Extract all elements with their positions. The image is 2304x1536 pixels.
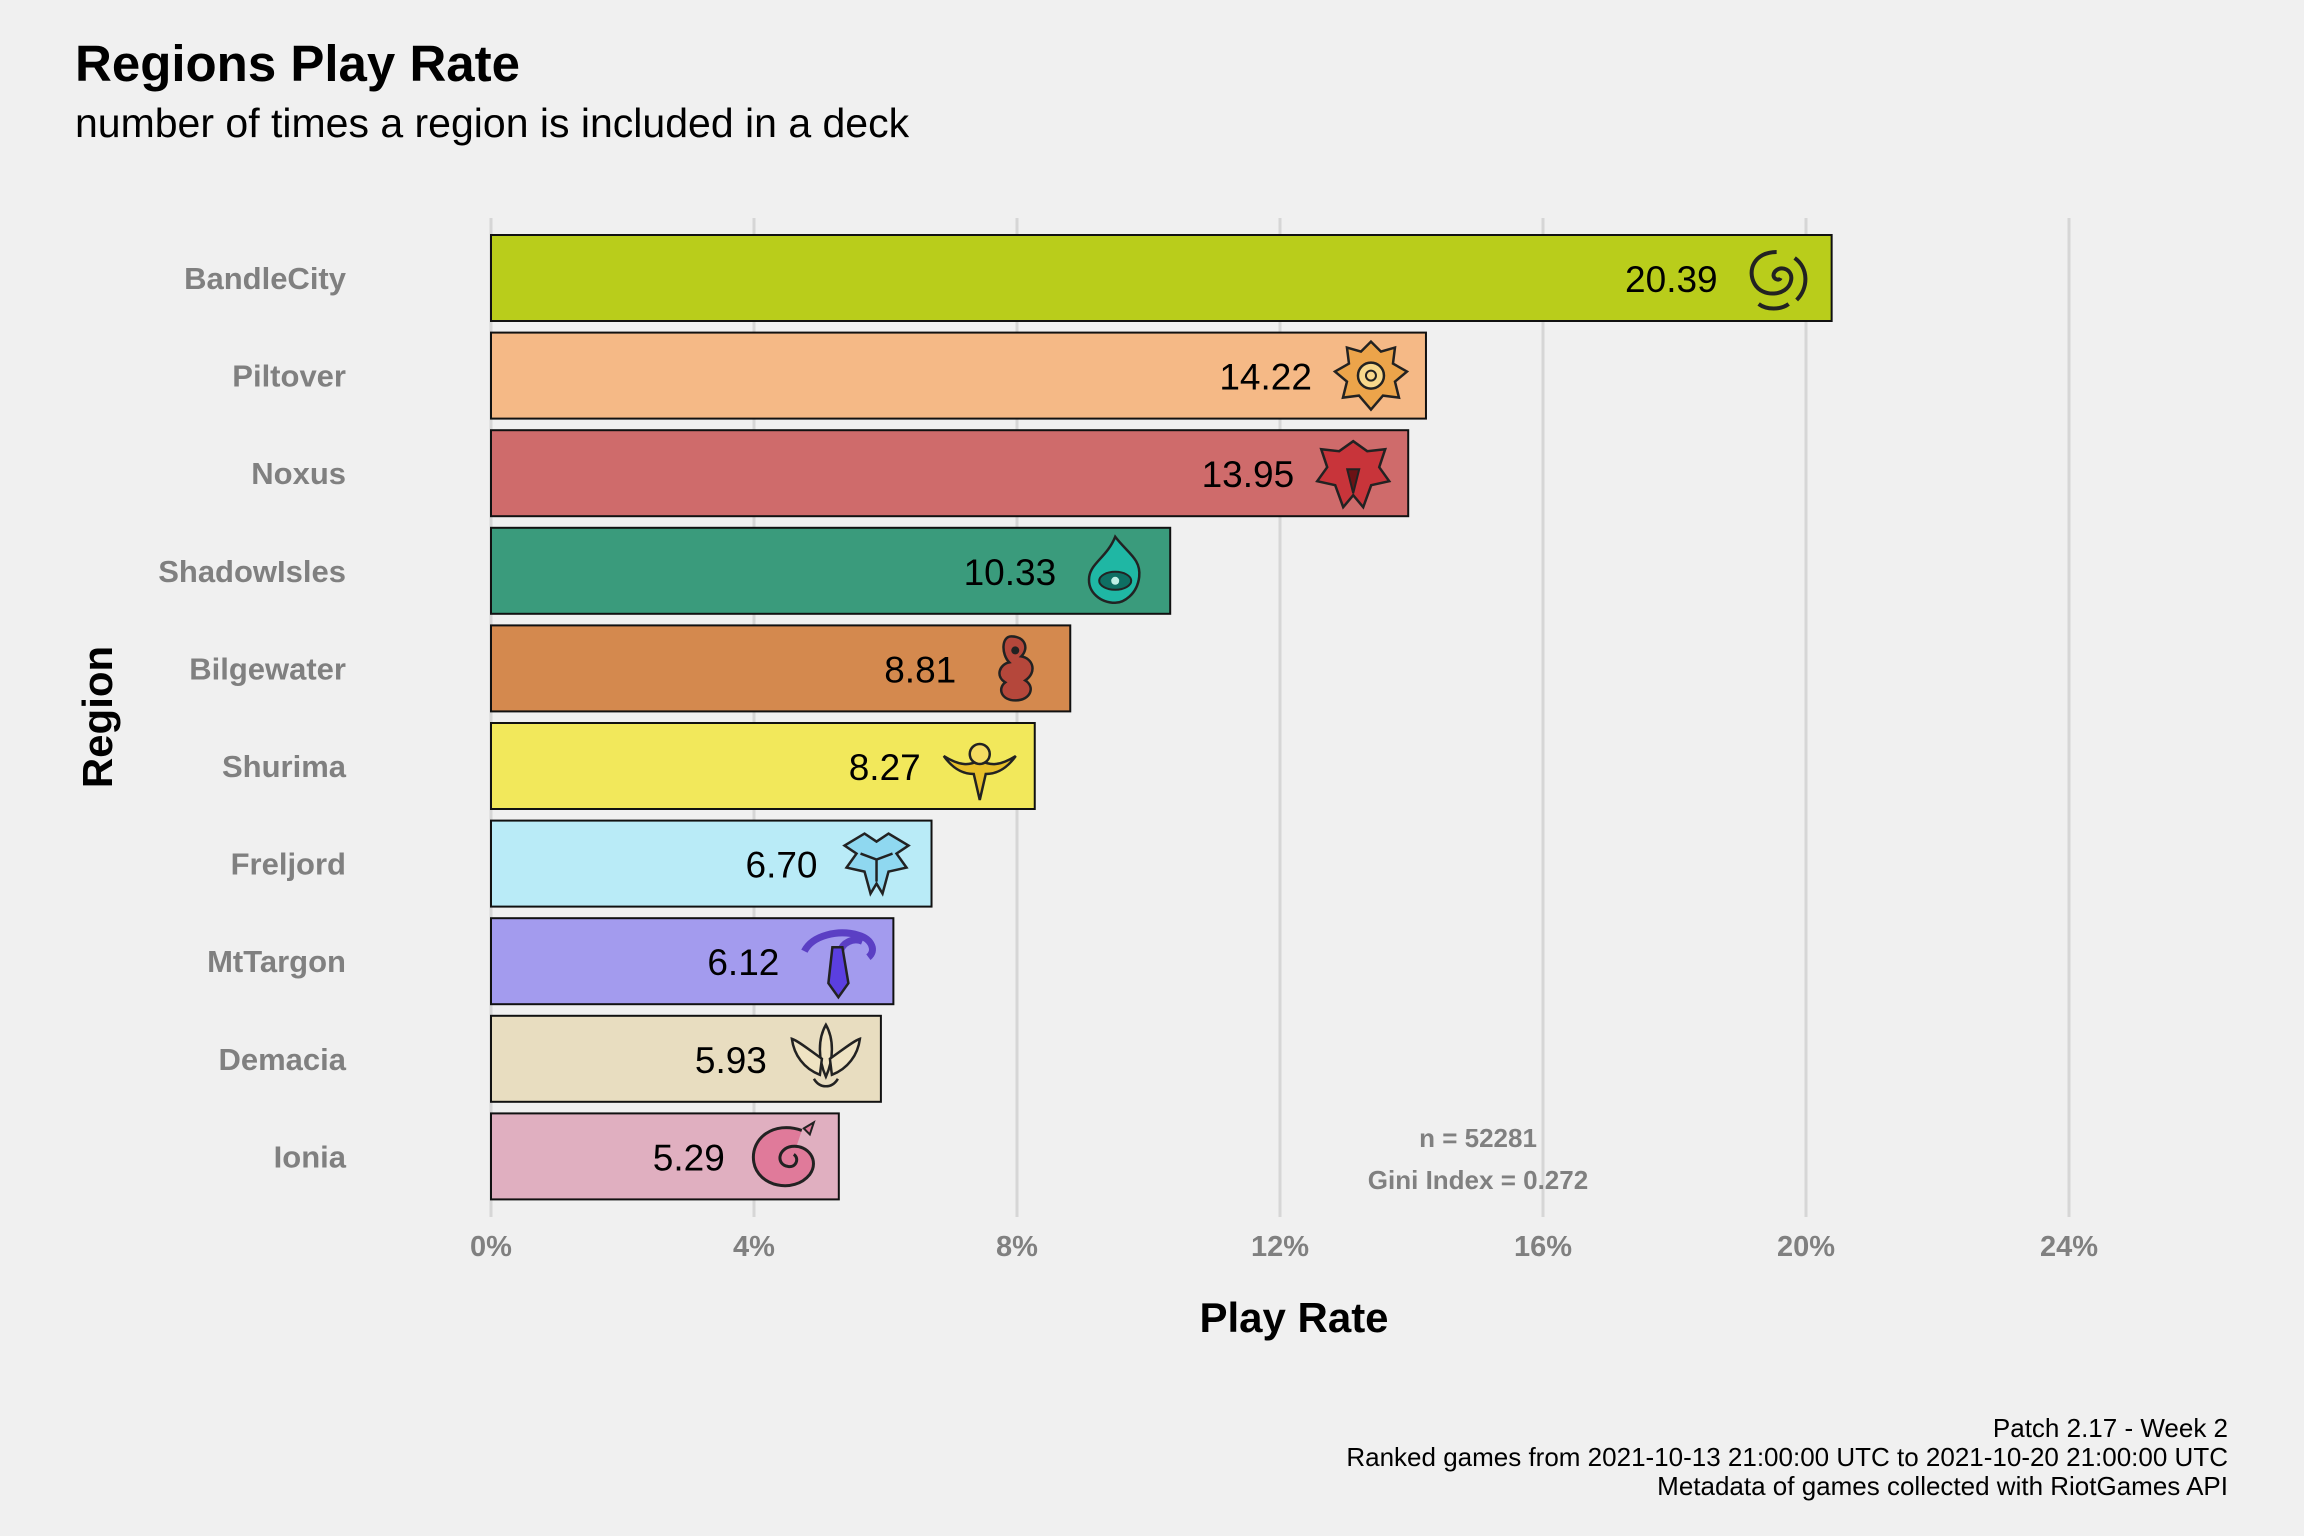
bar — [490, 234, 1833, 322]
category-label: Freljord — [231, 847, 346, 882]
x-tick-label: 16% — [1514, 1231, 1572, 1263]
bar-group: 14.22 — [490, 331, 1427, 420]
x-tick-label: 20% — [1777, 1231, 1835, 1263]
noxus-icon — [1315, 439, 1392, 510]
bar-value-label: 8.27 — [849, 747, 921, 788]
bar-group: 13.95 — [490, 429, 1410, 518]
bar-value-label: 10.33 — [964, 552, 1057, 593]
bilgewater-icon — [998, 635, 1034, 702]
x-tick-label: 0% — [470, 1231, 512, 1263]
caption-patch: Patch 2.17 - Week 2 — [1992, 1413, 2228, 1443]
category-label: MtTargon — [207, 944, 346, 979]
mttargon-icon — [801, 929, 876, 1000]
bar-group: 5.93 — [490, 1014, 882, 1103]
chart-subtitle: number of times a region is included in … — [75, 100, 910, 146]
category-label: Ionia — [274, 1139, 347, 1174]
bandlecity-icon — [1749, 250, 1808, 311]
bar-group: 8.81 — [490, 624, 1072, 713]
x-tick-label: 24% — [2040, 1231, 2098, 1263]
category-label: ShadowIsles — [158, 554, 346, 589]
demacia-icon — [790, 1022, 862, 1088]
chart-caption: Patch 2.17 - Week 2 Ranked games from 20… — [1346, 1414, 2228, 1501]
gini-index-annotation: Gini Index = 0.272 — [1368, 1165, 1588, 1195]
x-tick-label: 12% — [1251, 1231, 1309, 1263]
bar-value-label: 8.81 — [884, 649, 956, 690]
sample-size-annotation: n = 52281 — [1419, 1123, 1537, 1153]
ionia-icon — [751, 1120, 816, 1188]
bars: 20.39 14.22 13.95 10.33 8.81 8.27 6.70 6.12 5.93… — [490, 234, 1833, 1201]
category-label: Piltover — [232, 359, 346, 394]
category-label: Shurima — [222, 749, 347, 784]
shurima-icon — [942, 742, 1017, 801]
chart-title: Regions Play Rate — [75, 35, 520, 92]
bar-group: 5.29 — [490, 1112, 840, 1201]
bar-group: 6.70 — [490, 819, 933, 908]
bar — [490, 429, 1410, 518]
y-axis-title: Region — [74, 646, 121, 788]
bar-value-label: 20.39 — [1625, 259, 1718, 300]
caption-date-range: Ranked games from 2021-10-13 21:00:00 UT… — [1346, 1442, 2228, 1472]
bar-group: 8.27 — [490, 722, 1036, 810]
bar — [490, 526, 1172, 615]
bar-group: 20.39 — [490, 234, 1833, 322]
x-axis-title: Play Rate — [1199, 1294, 1388, 1341]
x-tick-labels: 0% 4% 8% 12% 16% 20% 24% — [470, 1231, 2098, 1263]
category-label: BandleCity — [184, 261, 347, 296]
category-labels: BandleCity Piltover Noxus ShadowIsles Bilgew… — [158, 261, 347, 1174]
caption-source: Metadata of games collected with RiotGam… — [1657, 1471, 2228, 1501]
piltover-icon — [1332, 339, 1410, 412]
shadowisles-icon — [1087, 534, 1141, 605]
bar-group: 10.33 — [490, 526, 1172, 615]
bar-value-label: 13.95 — [1202, 454, 1295, 495]
bar-value-label: 5.93 — [695, 1040, 767, 1081]
bar — [490, 331, 1427, 420]
bar — [490, 624, 1072, 713]
category-label: Noxus — [251, 456, 346, 491]
bar — [490, 722, 1036, 810]
bar-value-label: 14.22 — [1219, 357, 1312, 398]
category-label: Demacia — [218, 1042, 346, 1077]
bar-value-label: 6.12 — [707, 942, 779, 983]
freljord-icon — [842, 832, 911, 897]
x-tick-label: 4% — [733, 1231, 775, 1263]
x-tick-label: 8% — [996, 1231, 1038, 1263]
category-label: Bilgewater — [189, 651, 346, 686]
bar-group: 6.12 — [490, 917, 895, 1006]
bar-value-label: 5.29 — [653, 1137, 725, 1178]
bar-value-label: 6.70 — [746, 845, 818, 886]
